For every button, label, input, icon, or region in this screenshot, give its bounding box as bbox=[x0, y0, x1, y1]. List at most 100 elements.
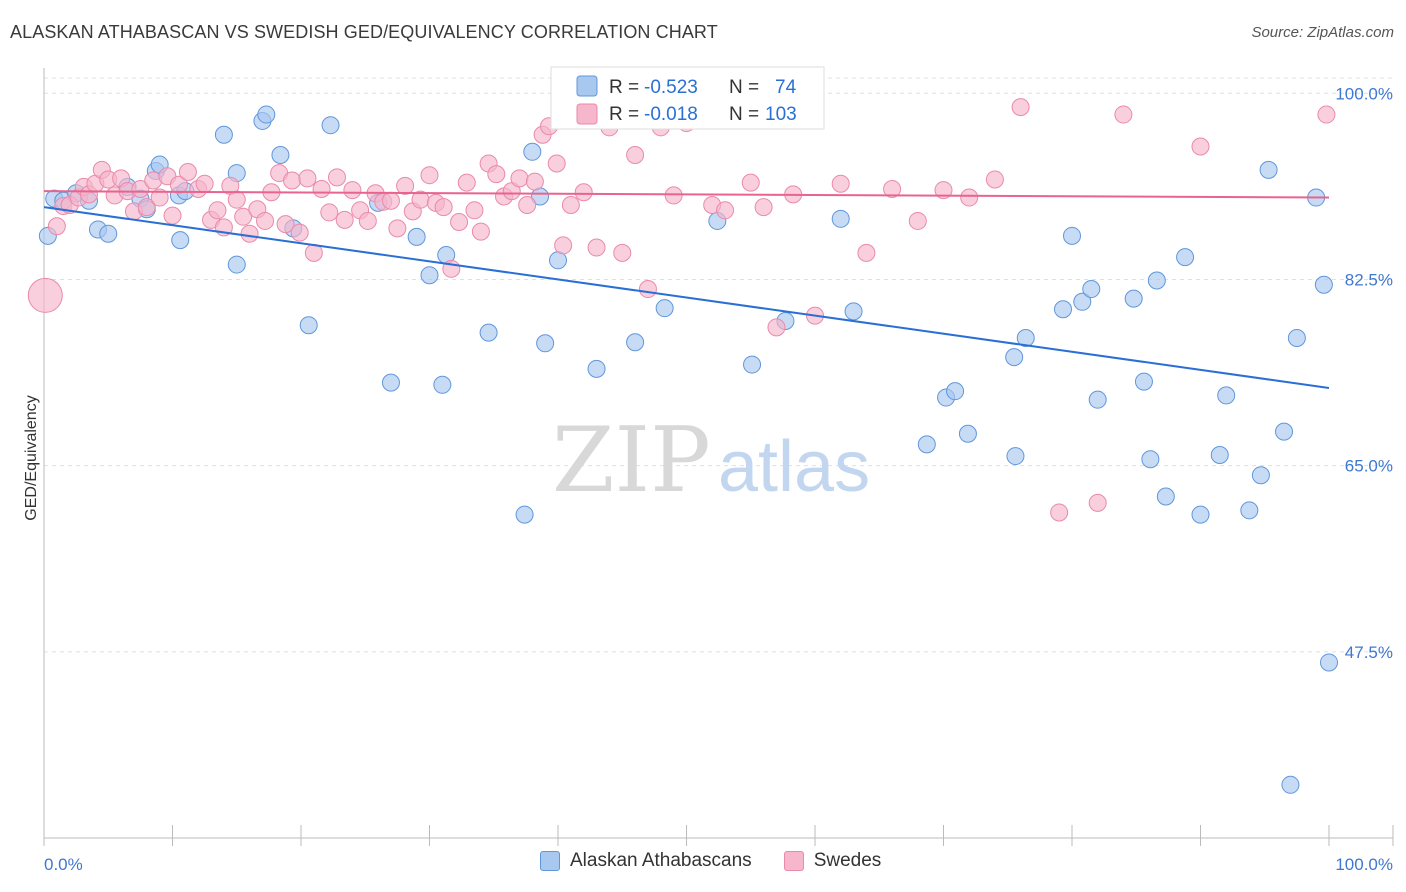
athabascan-point bbox=[257, 105, 276, 124]
swedes-point bbox=[1050, 503, 1069, 522]
athabascan-point bbox=[1134, 372, 1153, 391]
swedes-point bbox=[420, 166, 439, 185]
athabascan-point bbox=[99, 224, 118, 243]
athabascan-point bbox=[1191, 505, 1210, 524]
athabascan-point bbox=[1124, 289, 1143, 308]
swedes-point bbox=[178, 163, 197, 182]
athabascan-point bbox=[1217, 386, 1236, 405]
trend-lines bbox=[43, 190, 1330, 389]
swedes-point bbox=[381, 191, 400, 210]
swedes-point bbox=[1114, 105, 1133, 124]
swedes-point bbox=[327, 168, 346, 187]
source-credit: Source: ZipAtlas.com bbox=[1251, 24, 1394, 41]
swedes-point bbox=[137, 198, 156, 217]
x-tick-label: 100.0% bbox=[1335, 855, 1393, 874]
athabascan-point bbox=[1240, 501, 1259, 520]
athabascan-point bbox=[1073, 292, 1092, 311]
y-axis-label: GED/Equivalency bbox=[23, 395, 40, 520]
y-tick-label: 82.5% bbox=[1345, 270, 1393, 289]
athabascan-point bbox=[420, 266, 439, 285]
swedes-point bbox=[150, 188, 169, 207]
swedes-point bbox=[343, 181, 362, 200]
correlation-legend: R = -0.523 N = 74 R = -0.018 N = 103 bbox=[550, 66, 825, 130]
swedes-point bbox=[335, 210, 354, 229]
athabascan-point bbox=[1054, 300, 1073, 319]
legend-n-label-pink: N = bbox=[729, 104, 759, 125]
swedes-point bbox=[831, 174, 850, 193]
legend-n-value-blue: 74 bbox=[775, 77, 797, 98]
athabascan-point bbox=[1147, 271, 1166, 290]
athabascan-point bbox=[946, 382, 965, 401]
athabascan-point bbox=[1251, 466, 1270, 485]
swedes-point bbox=[358, 211, 377, 230]
swedes-point bbox=[434, 198, 453, 217]
legend-n-label-blue: N = bbox=[729, 77, 759, 98]
athabascan-point bbox=[381, 373, 400, 392]
swedes-point bbox=[47, 217, 66, 236]
y-tick-label: 100.0% bbox=[1335, 84, 1393, 103]
swedes-point bbox=[1317, 105, 1336, 124]
athabascan-point bbox=[227, 255, 246, 274]
swedes-point bbox=[525, 172, 544, 191]
watermark: ZIP atlas bbox=[552, 408, 870, 513]
athabascan-point bbox=[1156, 487, 1175, 506]
athabascan-trend-line bbox=[43, 206, 1330, 389]
watermark-zip: ZIP bbox=[552, 408, 711, 513]
athabascan-point bbox=[1314, 275, 1333, 294]
y-tick-label: 47.5% bbox=[1345, 643, 1393, 662]
athabascan-point bbox=[958, 424, 977, 443]
swedes-point bbox=[227, 190, 246, 209]
athabascan-point bbox=[1005, 348, 1024, 367]
grid-lines bbox=[44, 77, 1393, 653]
athabascan-point bbox=[1006, 447, 1025, 466]
swedes-point bbox=[163, 206, 182, 225]
legend-r-label-blue: R = bbox=[609, 77, 639, 98]
series-legend: Alaskan Athabascans Swedes bbox=[540, 850, 913, 872]
swedes-point bbox=[638, 280, 657, 299]
swedes-point bbox=[465, 201, 484, 220]
legend-r-value-blue: -0.523 bbox=[644, 77, 698, 98]
athabascan-point bbox=[1141, 450, 1160, 469]
athabascan-point bbox=[1259, 160, 1278, 179]
swedes-point bbox=[626, 145, 645, 164]
swedes-point bbox=[457, 173, 476, 192]
x-tick-label: 0.0% bbox=[44, 855, 83, 874]
swedes-point bbox=[388, 219, 407, 238]
athabascan-point bbox=[1210, 446, 1229, 464]
athabascan-point bbox=[1275, 422, 1294, 441]
legend-label: Swedes bbox=[813, 850, 882, 871]
athabascan-point bbox=[523, 142, 542, 161]
athabascan-point bbox=[1320, 653, 1338, 672]
athabascan-point bbox=[1287, 328, 1306, 347]
swedes-point bbox=[1191, 137, 1210, 156]
athabascan-point bbox=[917, 435, 936, 454]
swedes-point bbox=[396, 176, 415, 195]
legend-n-value-pink: 103 bbox=[765, 104, 797, 125]
swedes-trend-line bbox=[43, 190, 1330, 199]
legend-item-swedes: Swedes bbox=[783, 850, 882, 872]
swedes-point bbox=[754, 198, 773, 217]
swedes-point bbox=[960, 188, 979, 207]
tick-labels: 47.5% 65.0% 82.5% 100.0% 0.0% 100.0% bbox=[44, 84, 1393, 874]
legend-label: Alaskan Athabascans bbox=[570, 850, 752, 871]
legend-swatch bbox=[783, 851, 804, 871]
legend-swatch-blue bbox=[576, 75, 598, 97]
athabascan-point bbox=[743, 355, 762, 374]
athabascan-point bbox=[626, 333, 645, 352]
athabascan-point bbox=[321, 116, 340, 135]
swedes-point bbox=[547, 154, 566, 173]
athabascan-point bbox=[271, 145, 290, 164]
swedes-point bbox=[716, 201, 735, 220]
swedes-point bbox=[664, 186, 683, 205]
athabascan-point bbox=[479, 323, 498, 342]
athabascan-point bbox=[1016, 328, 1035, 347]
swedes-point bbox=[767, 318, 786, 337]
watermark-atlas: atlas bbox=[718, 427, 870, 507]
chart-title: ALASKAN ATHABASCAN VS SWEDISH GED/EQUIVA… bbox=[10, 22, 718, 42]
legend-r-label-pink: R = bbox=[609, 104, 639, 125]
swedes-point bbox=[613, 243, 632, 262]
athabascan-point bbox=[515, 505, 534, 524]
athabascan-point bbox=[433, 375, 452, 394]
athabascan-point bbox=[1176, 248, 1195, 267]
athabascan-point bbox=[1082, 280, 1101, 299]
